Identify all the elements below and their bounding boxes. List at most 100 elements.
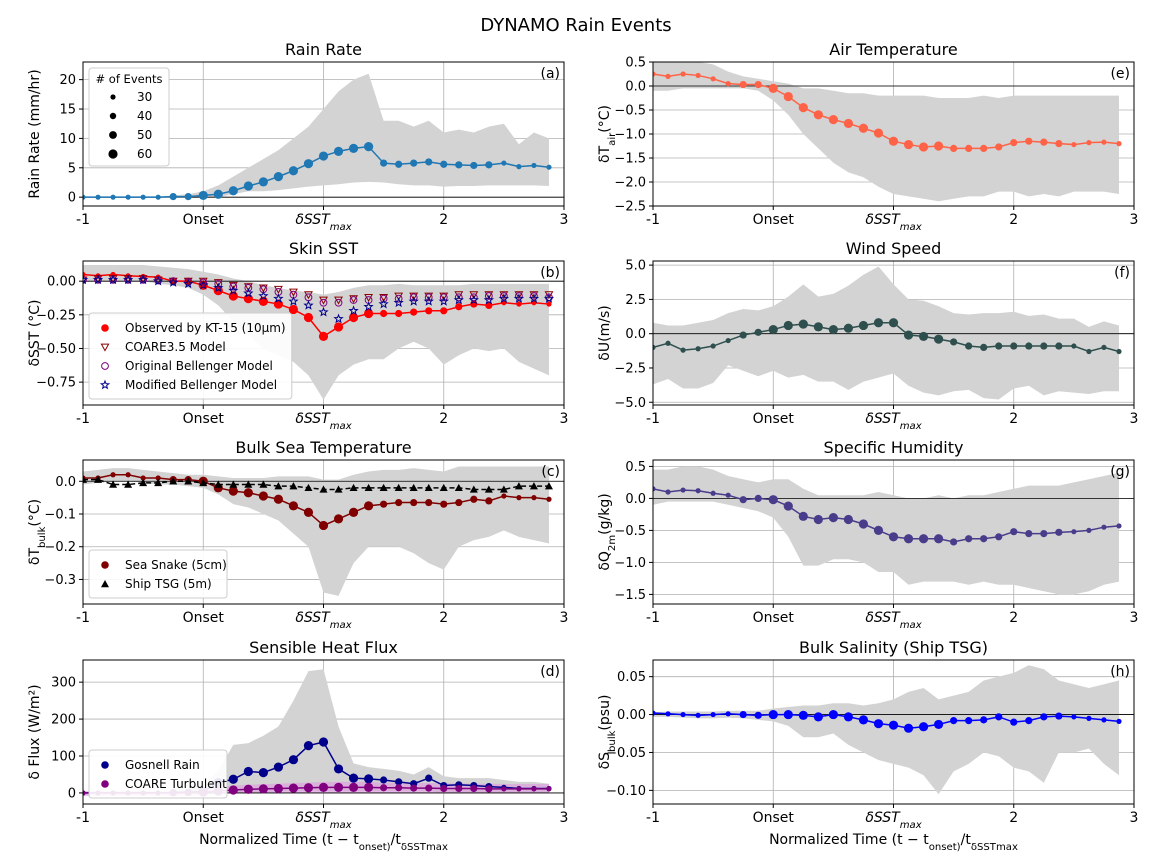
data-point — [1040, 138, 1048, 146]
data-point — [501, 493, 507, 499]
data-point — [470, 784, 478, 793]
x-tick-label: 3 — [560, 810, 569, 826]
data-point — [318, 306, 329, 317]
data-point — [858, 715, 869, 725]
data-point — [499, 292, 508, 300]
data-point — [888, 136, 899, 146]
data-point — [110, 472, 116, 478]
y-tick-label: −2.5 — [614, 361, 646, 376]
data-point — [1055, 140, 1063, 148]
y-tick-label: −0.5 — [614, 104, 646, 119]
data-point — [725, 492, 731, 498]
y-axis-label: δTbulk(°C) — [27, 499, 48, 565]
y-tick-label: 10 — [59, 132, 76, 147]
data-point — [531, 786, 537, 792]
x-tick-label: Onset — [183, 810, 225, 826]
legend-marker — [101, 561, 109, 569]
data-point — [107, 274, 119, 285]
data-point — [530, 292, 538, 300]
data-point — [858, 123, 869, 133]
data-point — [303, 741, 314, 751]
legend-title: # of Events — [96, 72, 163, 86]
panel-label: (g) — [1110, 464, 1130, 480]
data-point — [243, 488, 253, 498]
x-tick-label: δSSTmax — [295, 212, 352, 233]
data-point — [950, 717, 958, 725]
data-point — [244, 480, 253, 488]
y-tick-label: 5.0 — [625, 259, 646, 274]
legend-marker — [101, 761, 109, 769]
data-point — [349, 295, 359, 304]
data-point — [423, 295, 434, 306]
data-point — [380, 500, 388, 508]
data-point — [455, 303, 463, 311]
data-point — [768, 709, 778, 720]
data-point — [228, 186, 238, 196]
data-point — [243, 283, 253, 292]
data-point — [318, 151, 329, 161]
data-point — [546, 164, 552, 170]
spread-band — [83, 73, 549, 198]
data-point — [394, 483, 403, 492]
data-point — [319, 298, 328, 307]
data-point — [303, 783, 314, 793]
data-point — [348, 773, 359, 783]
y-axis-label: Rain Rate (mm/hr) — [27, 69, 43, 198]
data-point — [739, 80, 747, 89]
data-point — [228, 285, 239, 295]
data-point — [828, 115, 838, 125]
data-point — [725, 81, 731, 87]
legend-marker — [109, 131, 117, 139]
data-point — [498, 293, 510, 304]
legend-marker — [110, 94, 116, 100]
data-point — [980, 716, 988, 724]
data-point — [783, 709, 793, 720]
spread-band — [83, 265, 549, 400]
x-tick-label: -1 — [76, 411, 90, 427]
data-point — [873, 719, 884, 729]
data-point — [303, 507, 314, 517]
x-tick-label: 3 — [1130, 610, 1139, 626]
x-tick-label: δSSTmax — [865, 610, 922, 631]
data-point — [289, 482, 298, 490]
data-point — [529, 291, 539, 300]
data-point — [843, 118, 854, 129]
data-point — [364, 483, 373, 492]
data-point — [304, 291, 313, 300]
data-point — [183, 278, 194, 289]
data-point — [754, 80, 762, 89]
x-tick-label: Onset — [183, 411, 225, 427]
data-point — [516, 164, 522, 170]
data-point — [485, 161, 493, 169]
data-point — [828, 513, 838, 523]
data-point — [455, 161, 463, 169]
data-point — [349, 296, 358, 304]
data-point — [198, 190, 208, 201]
data-point — [903, 330, 914, 340]
data-point — [334, 298, 343, 307]
x-tick-label: -1 — [646, 411, 660, 427]
data-point — [318, 737, 329, 747]
data-point — [244, 284, 253, 292]
data-point — [739, 710, 747, 719]
data-point — [454, 483, 463, 492]
data-point — [454, 291, 464, 300]
y-tick-label: 0.5 — [625, 56, 646, 71]
data-point — [725, 711, 731, 717]
data-point — [813, 712, 823, 722]
data-point — [1055, 712, 1063, 720]
data-point — [395, 498, 403, 507]
data-point — [410, 308, 418, 316]
x-tick-label: 3 — [1130, 212, 1139, 228]
data-point — [319, 485, 328, 493]
data-point — [470, 495, 478, 503]
data-point — [425, 158, 433, 166]
x-tick-label: 2 — [439, 212, 448, 228]
chart-panel-b: -1 Onset δSSTmax 2 3 0.00 −0.25 −0.50 −0.75 Skin … — [27, 239, 568, 432]
data-point — [665, 489, 671, 495]
data-point — [214, 279, 223, 288]
legend-box — [88, 749, 228, 799]
x-tick-label: -1 — [76, 810, 90, 826]
y-axis-label: δ Flux (W/m²) — [27, 684, 43, 779]
data-point — [258, 784, 268, 794]
